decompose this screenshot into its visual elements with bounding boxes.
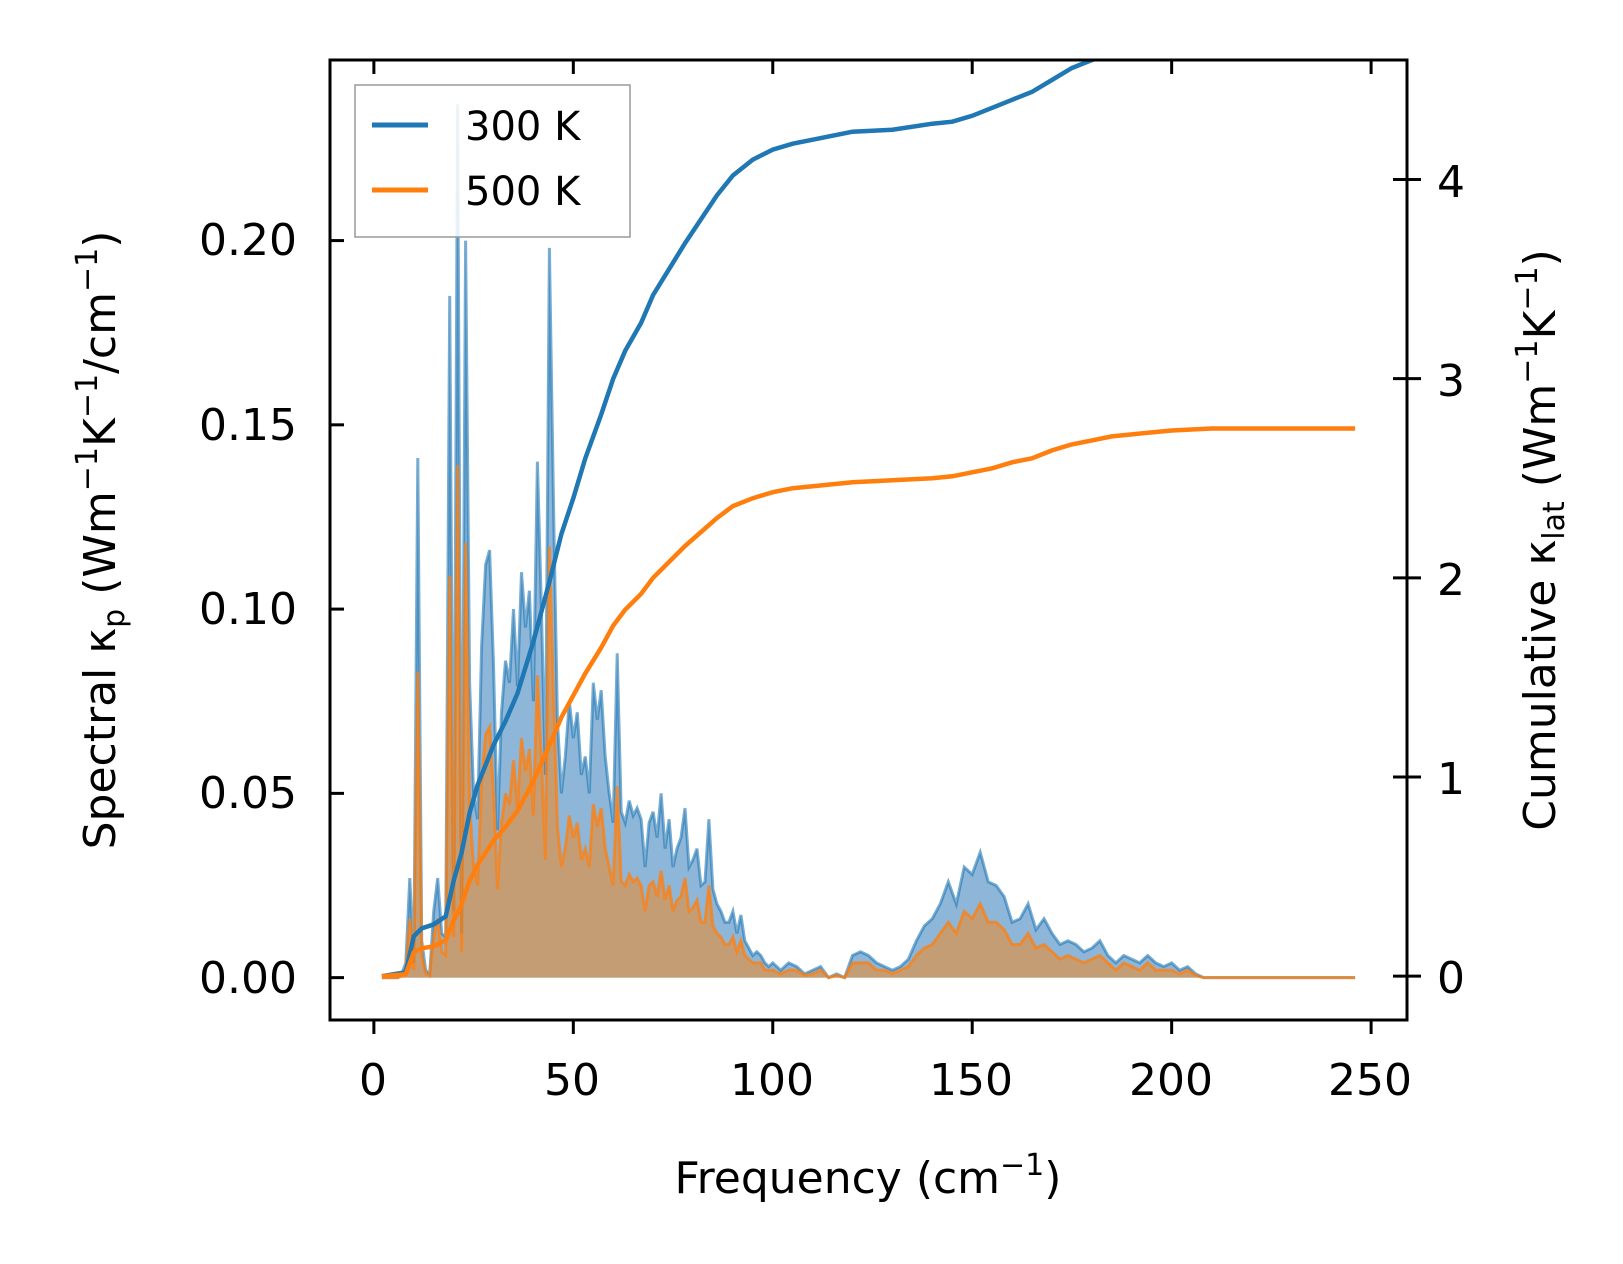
- right-tick-labels: 0 1 2 3 4: [1437, 157, 1465, 1004]
- cumulative-line-500k: [381, 426, 1356, 979]
- y-right-tick-label: 1: [1437, 754, 1465, 805]
- y-right-tick-label: 2: [1437, 555, 1465, 606]
- x-tick-label: 250: [1328, 1055, 1412, 1106]
- x-tick-label: 0: [359, 1055, 387, 1106]
- y-left-tick-label: 0.20: [199, 215, 297, 266]
- spectral-area-500k: [381, 465, 1356, 978]
- y-right-tick-label: 0: [1437, 953, 1465, 1004]
- x-tick-label: 200: [1129, 1055, 1213, 1106]
- legend-box: [354, 84, 631, 238]
- x-tick-label: 100: [730, 1055, 814, 1106]
- spectral-line-300k: [381, 104, 1356, 980]
- left-tick-labels: 0.00 0.05 0.10 0.15 0.20: [199, 215, 297, 1004]
- plot-frame: [328, 58, 1409, 1022]
- axis-ticks: [330, 60, 1421, 1034]
- spectral-line-500k: [381, 465, 1356, 980]
- y-right-tick-label: 4: [1437, 157, 1465, 208]
- x-tick-label: 150: [929, 1055, 1013, 1106]
- plot-area: [381, 60, 1356, 980]
- legend-label-500k: 500 K: [465, 169, 582, 215]
- y-left-tick-label: 0.10: [199, 584, 297, 635]
- legend: 300 K 500 K: [354, 84, 631, 238]
- y-left-axis-title: Spectral κp (Wm−1K−1/cm−1): [70, 231, 132, 850]
- y-left-tick-label: 0.00: [199, 953, 297, 1004]
- x-tick-labels: 0 50 100 150 200 250: [359, 1055, 1412, 1106]
- y-left-tick-label: 0.05: [199, 768, 297, 819]
- y-right-axis-title: Cumulative κlat (Wm−1K−1): [1510, 249, 1572, 831]
- y-left-tick-label: 0.15: [199, 400, 297, 451]
- x-axis-title: Frequency (cm−1): [675, 1148, 1062, 1204]
- y-right-tick-label: 3: [1437, 356, 1465, 407]
- x-tick-label: 50: [544, 1055, 600, 1106]
- legend-label-300k: 300 K: [465, 104, 582, 150]
- cumulative-line-300k: [381, 60, 1100, 979]
